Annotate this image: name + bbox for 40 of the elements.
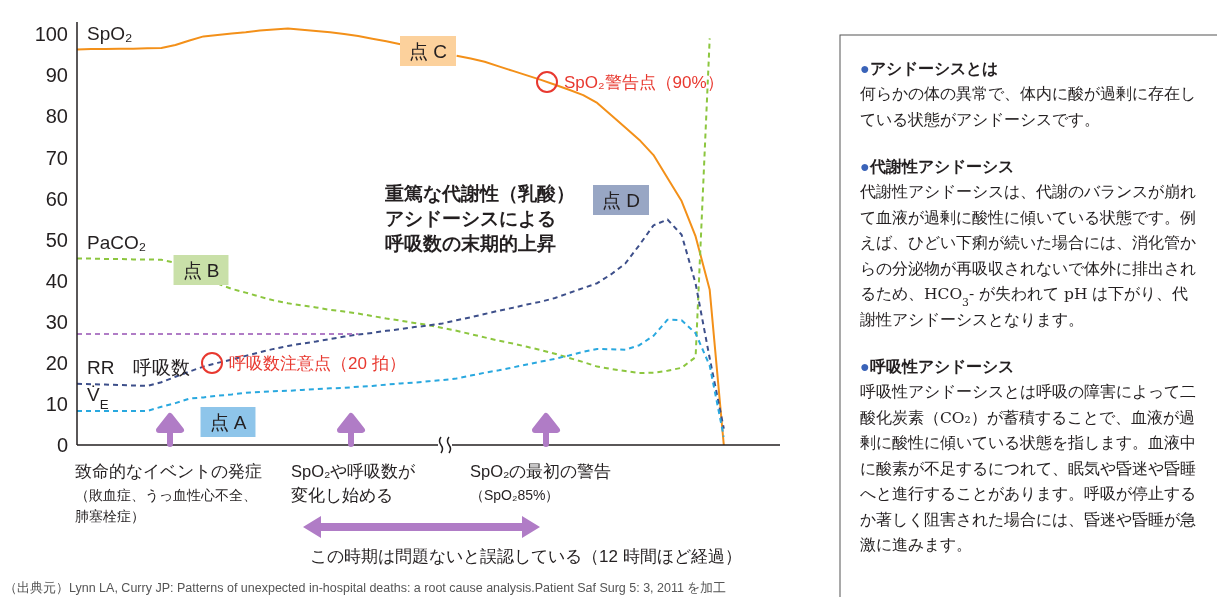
y-tick-label: 70 [45, 146, 68, 169]
text: 肺塞栓症） [75, 508, 145, 524]
y-tick-label: 50 [45, 228, 68, 251]
y-tick-label: 0 [56, 434, 68, 456]
y-tick-label: 40 [45, 269, 68, 292]
text: （敗血症、うっ血性心不全、 [75, 487, 257, 503]
annotation: SpO₂警告点（90%） [564, 73, 724, 92]
y-tick-label: 80 [45, 105, 68, 128]
annotation: 点 A [209, 412, 247, 433]
text: この時期は問題ないと誤認している（12 時間ほど経過） [310, 547, 742, 566]
text: 何らかの体の異常で、体内に酸が過剰に存在している状態がアシドーシスです。 [860, 85, 1196, 129]
text: 致命的なイベントの発症 [75, 462, 262, 481]
annotation: 呼吸数注意点（20 拍） [229, 354, 406, 373]
text: ●呼吸性アシドーシス [860, 358, 1014, 375]
annotation: 点 D [602, 190, 640, 211]
text: 変化し始める [291, 486, 393, 504]
annotation: 重篤な代謝性（乳酸） [384, 183, 575, 204]
text: （出典元）Lynn LA, Curry JP: Patterns of unexpected in-hospital deaths: a root cause analysis.Patient Saf Surg 5: 3, 2011 を加工 [4, 581, 727, 595]
annotation: 呼吸数の末期的上昇 [385, 233, 556, 254]
series-label: RR 呼吸数 [87, 356, 191, 378]
text: ●代謝性アシドーシス [860, 158, 1014, 175]
text: 代謝性アシドーシスは、代謝のバランスが崩れて血液が過剰に酸性に傾いている状態です。例えば、ひどい下痢が続いた場合には、消化管からの分泌物が再吸収されないで体外に排出されるため、HCO$_{3}$- が失われて pH は下がり、代謝性アシドーシスとなります。 [859, 183, 1196, 329]
series-label: V̇$_{E}$ [87, 383, 109, 412]
y-tick-label: 90 [45, 64, 68, 87]
y-tick-label: 60 [45, 187, 68, 210]
annotation: 点 B [182, 260, 220, 281]
line-series [76, 318, 725, 438]
text: SpO₂や呼吸数が [291, 462, 417, 480]
annotation: アシドーシスによる [385, 208, 556, 229]
series-label: PaCO₂ [87, 231, 147, 253]
text: 呼吸性アシドーシスとは呼吸の障害によって二酸化炭素（CO₂）が蓄積することで、血液が過剰に酸性に傾いている状態を指します。血液中に酸素が不足するにつれて、眠気や昏迷や昏睡へと進行することがあります。呼吸が停止するか著しく阻害された場合には、昏迷や昏睡が急激に進みます。 [860, 383, 1196, 554]
text: SpO₂の最初の警告 [470, 462, 612, 480]
y-tick-label: 10 [45, 392, 68, 415]
text: （SpO₂85%） [470, 487, 560, 503]
y-tick-label: 100 [34, 23, 68, 46]
annotation: 点 C [409, 41, 447, 62]
y-tick-label: 20 [45, 351, 68, 374]
y-tick-label: 30 [45, 310, 68, 333]
series-label: SpO₂ [87, 22, 133, 44]
text: ●アシドーシスとは [860, 60, 998, 77]
